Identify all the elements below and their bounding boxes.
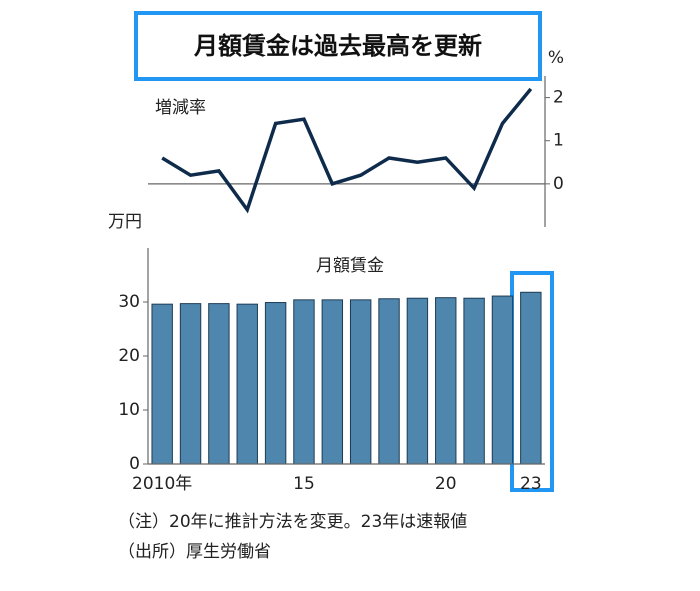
series-label: 月額賃金 [316, 256, 384, 276]
chart-title: 月額賃金は過去最高を更新 [193, 32, 482, 60]
bar [236, 303, 258, 465]
bar [321, 299, 344, 465]
y-tick-label: 0 [553, 174, 564, 194]
x-tick-label: 23 [520, 474, 542, 494]
bar [264, 302, 287, 465]
bar [520, 291, 542, 465]
series-label: 増減率 [155, 98, 206, 118]
bar [435, 297, 457, 465]
x-tick-label: 15 [293, 474, 315, 494]
bar [491, 295, 514, 465]
line-series [161, 87, 533, 214]
y-tick-label: 20 [118, 346, 140, 366]
bar [179, 303, 202, 465]
bar [208, 303, 230, 465]
x-tick-label: 2010年 [132, 474, 192, 494]
unit-label: 万円 [108, 212, 142, 232]
y-tick-label: 1 [553, 131, 564, 151]
bar [406, 297, 429, 465]
bar [378, 298, 400, 465]
y-tick-label: 30 [118, 292, 140, 312]
note: （注）20年に推計方法を変更。23年は速報値 [118, 512, 467, 532]
title-box [134, 11, 542, 81]
y-tick-label: 10 [118, 400, 140, 420]
bar [463, 297, 485, 465]
bar [151, 303, 173, 465]
source: （出所）厚生労働省 [118, 542, 271, 562]
y-tick-label: 0 [129, 454, 140, 474]
bar [293, 299, 315, 465]
bar [349, 299, 372, 465]
x-tick-label: 20 [435, 474, 457, 494]
unit-label: % [548, 48, 564, 68]
y-tick-label: 2 [553, 88, 564, 108]
